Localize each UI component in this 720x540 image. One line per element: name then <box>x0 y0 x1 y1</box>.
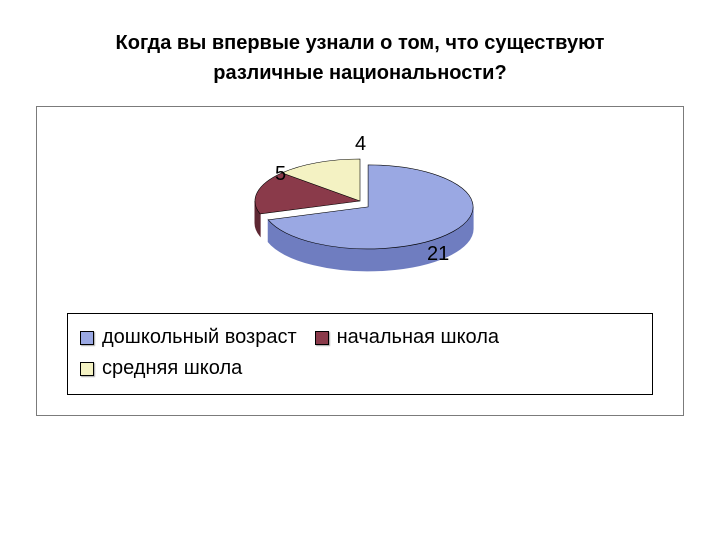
legend-item-0: дошкольный возраст <box>80 326 297 349</box>
title-line-1: Когда вы впервые узнали о том, что сущес… <box>116 32 605 54</box>
chart-title: Когда вы впервые узнали о том, что сущес… <box>40 28 680 88</box>
title-line-2: различные национальности? <box>213 62 506 84</box>
pie-datalabel-1: 5 <box>275 163 286 186</box>
pie-chart: 21 5 4 <box>67 125 653 305</box>
page: Когда вы впервые узнали о том, что сущес… <box>0 0 720 540</box>
chart-frame: 21 5 4 дошкольный возраст начальная школ… <box>36 106 684 416</box>
legend-swatch-0 <box>80 331 94 345</box>
legend-label-2: средняя школа <box>102 357 242 380</box>
legend-label-0: дошкольный возраст <box>102 326 297 349</box>
legend-swatch-1 <box>315 331 329 345</box>
legend-item-2: средняя школа <box>80 357 242 380</box>
pie-datalabel-0: 21 <box>427 243 449 266</box>
legend-item-1: начальная школа <box>315 326 499 349</box>
legend-swatch-2 <box>80 362 94 376</box>
pie-datalabel-2: 4 <box>355 133 366 156</box>
pie-svg <box>190 131 530 301</box>
legend-label-1: начальная школа <box>337 326 499 349</box>
legend-row: дошкольный возраст начальная школа средн… <box>80 322 640 384</box>
legend: дошкольный возраст начальная школа средн… <box>67 313 653 395</box>
